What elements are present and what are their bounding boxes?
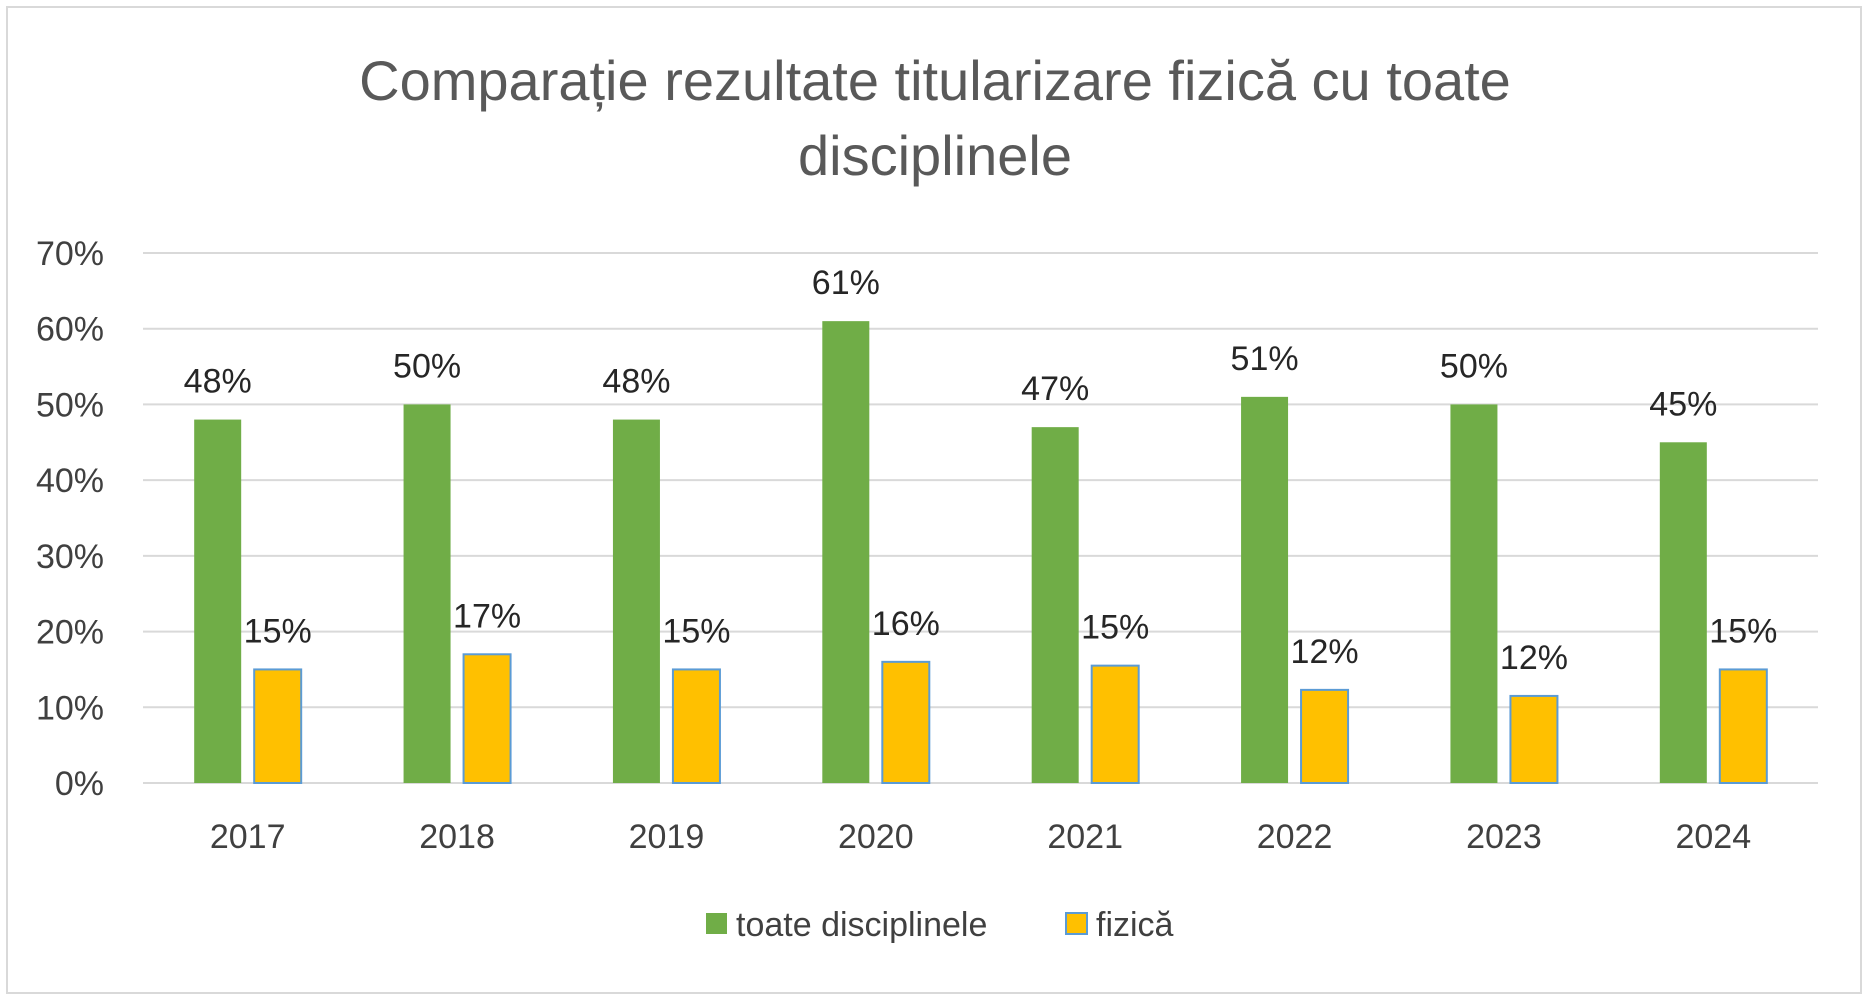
bar-toate-disciplinele <box>194 419 242 783</box>
bar-toate-disciplinele <box>1659 442 1707 783</box>
bar-toate-disciplinele <box>1450 404 1498 783</box>
bar-toate-disciplinele <box>1241 396 1289 783</box>
bar-toate-disciplinele <box>403 404 451 783</box>
chart-title: Comparație rezultate titularizare fizică… <box>359 49 1511 187</box>
bar-fizica <box>1300 688 1350 784</box>
data-label: 50% <box>393 347 461 385</box>
legend: toate disciplinele fizică <box>706 906 1174 944</box>
x-tick-label: 2017 <box>210 818 286 856</box>
data-label: 15% <box>1709 612 1777 650</box>
y-tick-label: 0% <box>55 765 104 803</box>
data-label: 15% <box>662 612 730 650</box>
data-label: 50% <box>1440 347 1508 385</box>
bar-fizica <box>462 653 512 784</box>
data-label: 12% <box>1500 639 1568 677</box>
data-label: 61% <box>812 264 880 302</box>
bar-toate-disciplinele <box>1031 427 1079 783</box>
y-tick-label: 30% <box>36 538 104 576</box>
chart-title-line-2: disciplinele <box>798 124 1072 187</box>
y-tick-label: 40% <box>36 462 104 500</box>
x-tick-label: 2022 <box>1257 818 1333 856</box>
y-axis-tick-labels: 0% 10% 20% 30% 40% 50% 60% 70% <box>36 235 104 803</box>
data-label: 15% <box>1081 609 1149 647</box>
gridlines <box>143 252 1818 784</box>
bar-fizica <box>881 660 931 784</box>
data-label: 17% <box>453 597 521 635</box>
legend-label: fizică <box>1096 906 1174 944</box>
bar-fizica <box>671 668 721 785</box>
y-tick-label: 20% <box>36 614 104 652</box>
x-tick-label: 2019 <box>629 818 705 856</box>
x-tick-label: 2023 <box>1466 818 1542 856</box>
y-tick-label: 10% <box>36 689 104 727</box>
bar-fizica <box>253 668 303 785</box>
data-label: 48% <box>602 363 670 401</box>
chart-title-line-1: Comparație rezultate titularizare fizică… <box>359 49 1511 112</box>
x-axis-tick-labels: 2017 2018 2019 2020 2021 2022 2023 2024 <box>210 818 1751 856</box>
x-tick-label: 2020 <box>838 818 914 856</box>
bars <box>194 321 1768 785</box>
data-label: 51% <box>1231 340 1299 378</box>
y-tick-label: 50% <box>36 386 104 424</box>
legend-swatch <box>1065 912 1088 935</box>
legend-label: toate disciplinele <box>736 906 987 944</box>
data-label: 12% <box>1291 633 1359 671</box>
x-tick-label: 2021 <box>1047 818 1123 856</box>
x-tick-label: 2018 <box>419 818 495 856</box>
data-label: 16% <box>872 605 940 643</box>
data-label: 47% <box>1021 370 1089 408</box>
y-tick-label: 60% <box>36 311 104 349</box>
data-label: 45% <box>1649 385 1717 423</box>
bar-toate-disciplinele <box>822 321 870 783</box>
bar-fizica <box>1090 664 1140 785</box>
x-tick-label: 2024 <box>1675 818 1751 856</box>
data-label: 15% <box>244 612 312 650</box>
legend-swatch <box>706 913 727 934</box>
bar-fizica <box>1509 694 1559 785</box>
chart-frame <box>6 6 1862 994</box>
bar-toate-disciplinele <box>612 419 660 783</box>
y-tick-label: 70% <box>36 235 104 273</box>
bar-fizica <box>1718 668 1768 785</box>
data-labels: 48% 15% 50% 17% 48% 15% 61% 16% 47% 15% 51% 12% 50% 1… <box>184 264 1778 677</box>
data-label: 48% <box>184 363 252 401</box>
